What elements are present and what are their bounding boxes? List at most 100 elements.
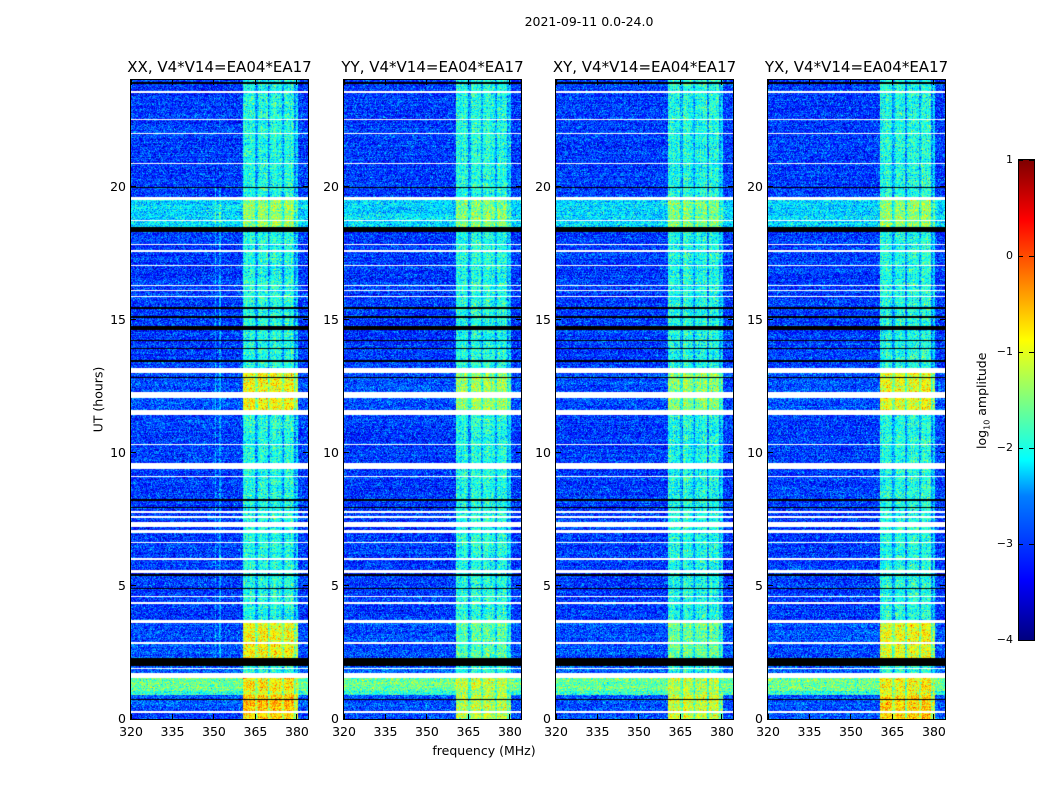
heatmap-image: [768, 80, 945, 719]
y-tick-mark: [768, 585, 773, 587]
x-tick-mark: [384, 714, 386, 719]
colorbar-tick-mark: [1018, 543, 1023, 545]
y-tick-label: 15: [535, 311, 551, 327]
colorbar-tick-label: 1: [1006, 153, 1013, 166]
colorbar-tick-mark: [1029, 639, 1034, 641]
y-tick-label: 20: [110, 178, 126, 194]
x-tick-mark: [555, 80, 557, 85]
waterfall-panel-xx: [130, 79, 309, 720]
y-tick-mark: [940, 585, 945, 587]
panel-title: XY, V4*V14=EA04*EA17: [552, 58, 737, 76]
colorbar-tick-mark: [1029, 255, 1034, 257]
x-tick-mark: [721, 80, 723, 85]
panel-title: YY, V4*V14=EA04*EA17: [341, 58, 524, 76]
x-tick-mark: [171, 714, 173, 719]
x-tick-mark: [467, 714, 469, 719]
x-tick-mark: [596, 80, 598, 85]
colorbar-tick-mark: [1018, 447, 1023, 449]
colorbar-tick-label: −2: [996, 441, 1013, 454]
x-axis-label: frequency (MHz): [432, 743, 536, 758]
x-tick-mark: [171, 80, 173, 85]
x-tick-label: 380: [710, 724, 734, 739]
y-tick-mark: [303, 585, 308, 587]
colorbar-tick-mark: [1029, 447, 1034, 449]
y-tick-label: 0: [755, 711, 763, 726]
y-tick-mark: [131, 186, 136, 187]
y-tick-label: 0: [118, 711, 126, 726]
x-tick-mark: [343, 714, 345, 719]
y-tick-mark: [516, 718, 521, 720]
x-tick-label: 350: [627, 724, 651, 739]
y-tick-label: 5: [118, 577, 126, 593]
x-tick-label: 320: [544, 724, 568, 739]
x-tick-mark: [679, 80, 681, 85]
x-tick-mark: [850, 80, 852, 85]
y-tick-mark: [768, 319, 773, 321]
y-tick-mark: [728, 452, 733, 454]
y-tick-mark: [516, 319, 521, 321]
colorbar-tick-mark: [1018, 159, 1023, 161]
x-tick-label: 335: [797, 724, 822, 739]
y-tick-mark: [728, 319, 733, 321]
x-tick-mark: [808, 714, 810, 719]
y-tick-mark: [131, 319, 136, 321]
x-tick-label: 380: [498, 724, 522, 739]
x-tick-mark: [638, 714, 640, 719]
figure-title: 2021-09-11 0.0-24.0: [524, 14, 654, 29]
x-tick-label: 350: [839, 724, 863, 739]
x-tick-mark: [213, 714, 215, 719]
heatmap-image: [131, 80, 308, 719]
colorbar-tick-label: −1: [996, 345, 1013, 358]
x-tick-mark: [933, 80, 935, 85]
x-tick-label: 350: [202, 724, 226, 739]
x-tick-mark: [808, 80, 810, 85]
y-tick-mark: [768, 452, 773, 454]
x-tick-mark: [767, 714, 769, 719]
x-tick-mark: [679, 714, 681, 719]
y-tick-mark: [768, 718, 773, 720]
x-tick-label: 365: [880, 724, 905, 739]
x-tick-mark: [933, 714, 935, 719]
x-tick-mark: [213, 80, 215, 85]
x-tick-label: 350: [415, 724, 439, 739]
x-tick-mark: [130, 714, 132, 719]
panel-title: XX, V4*V14=EA04*EA17: [127, 58, 312, 76]
y-tick-mark: [344, 186, 349, 187]
y-tick-label: 10: [535, 444, 551, 460]
x-tick-label: 365: [243, 724, 268, 739]
colorbar-tick-label: −3: [996, 537, 1013, 550]
y-tick-label: 10: [323, 444, 339, 460]
x-tick-label: 335: [585, 724, 610, 739]
colorbar-tick-mark: [1029, 543, 1034, 545]
y-tick-mark: [728, 718, 733, 720]
colorbar: [1018, 159, 1035, 641]
y-tick-label: 15: [323, 311, 339, 327]
y-tick-mark: [728, 585, 733, 587]
y-tick-label: 5: [331, 577, 339, 593]
x-tick-mark: [767, 80, 769, 85]
y-tick-mark: [131, 718, 136, 720]
x-tick-mark: [721, 714, 723, 719]
y-tick-label: 0: [543, 711, 551, 726]
y-tick-mark: [516, 585, 521, 587]
waterfall-panel-yy: [343, 79, 522, 720]
y-tick-label: 0: [331, 711, 339, 726]
x-tick-mark: [509, 714, 511, 719]
heatmap-image: [556, 80, 733, 719]
y-tick-label: 5: [755, 577, 763, 593]
y-tick-mark: [728, 186, 733, 187]
x-tick-mark: [891, 80, 893, 85]
x-tick-mark: [638, 80, 640, 85]
x-tick-mark: [850, 714, 852, 719]
x-tick-mark: [130, 80, 132, 85]
x-tick-mark: [555, 714, 557, 719]
x-tick-mark: [891, 714, 893, 719]
y-tick-label: 10: [110, 444, 126, 460]
y-tick-label: 15: [747, 311, 763, 327]
x-tick-mark: [509, 80, 511, 85]
x-tick-mark: [426, 714, 428, 719]
y-tick-mark: [131, 585, 136, 587]
y-tick-mark: [516, 452, 521, 454]
y-axis-label: UT (hours): [90, 366, 106, 433]
y-tick-label: 20: [535, 178, 551, 194]
